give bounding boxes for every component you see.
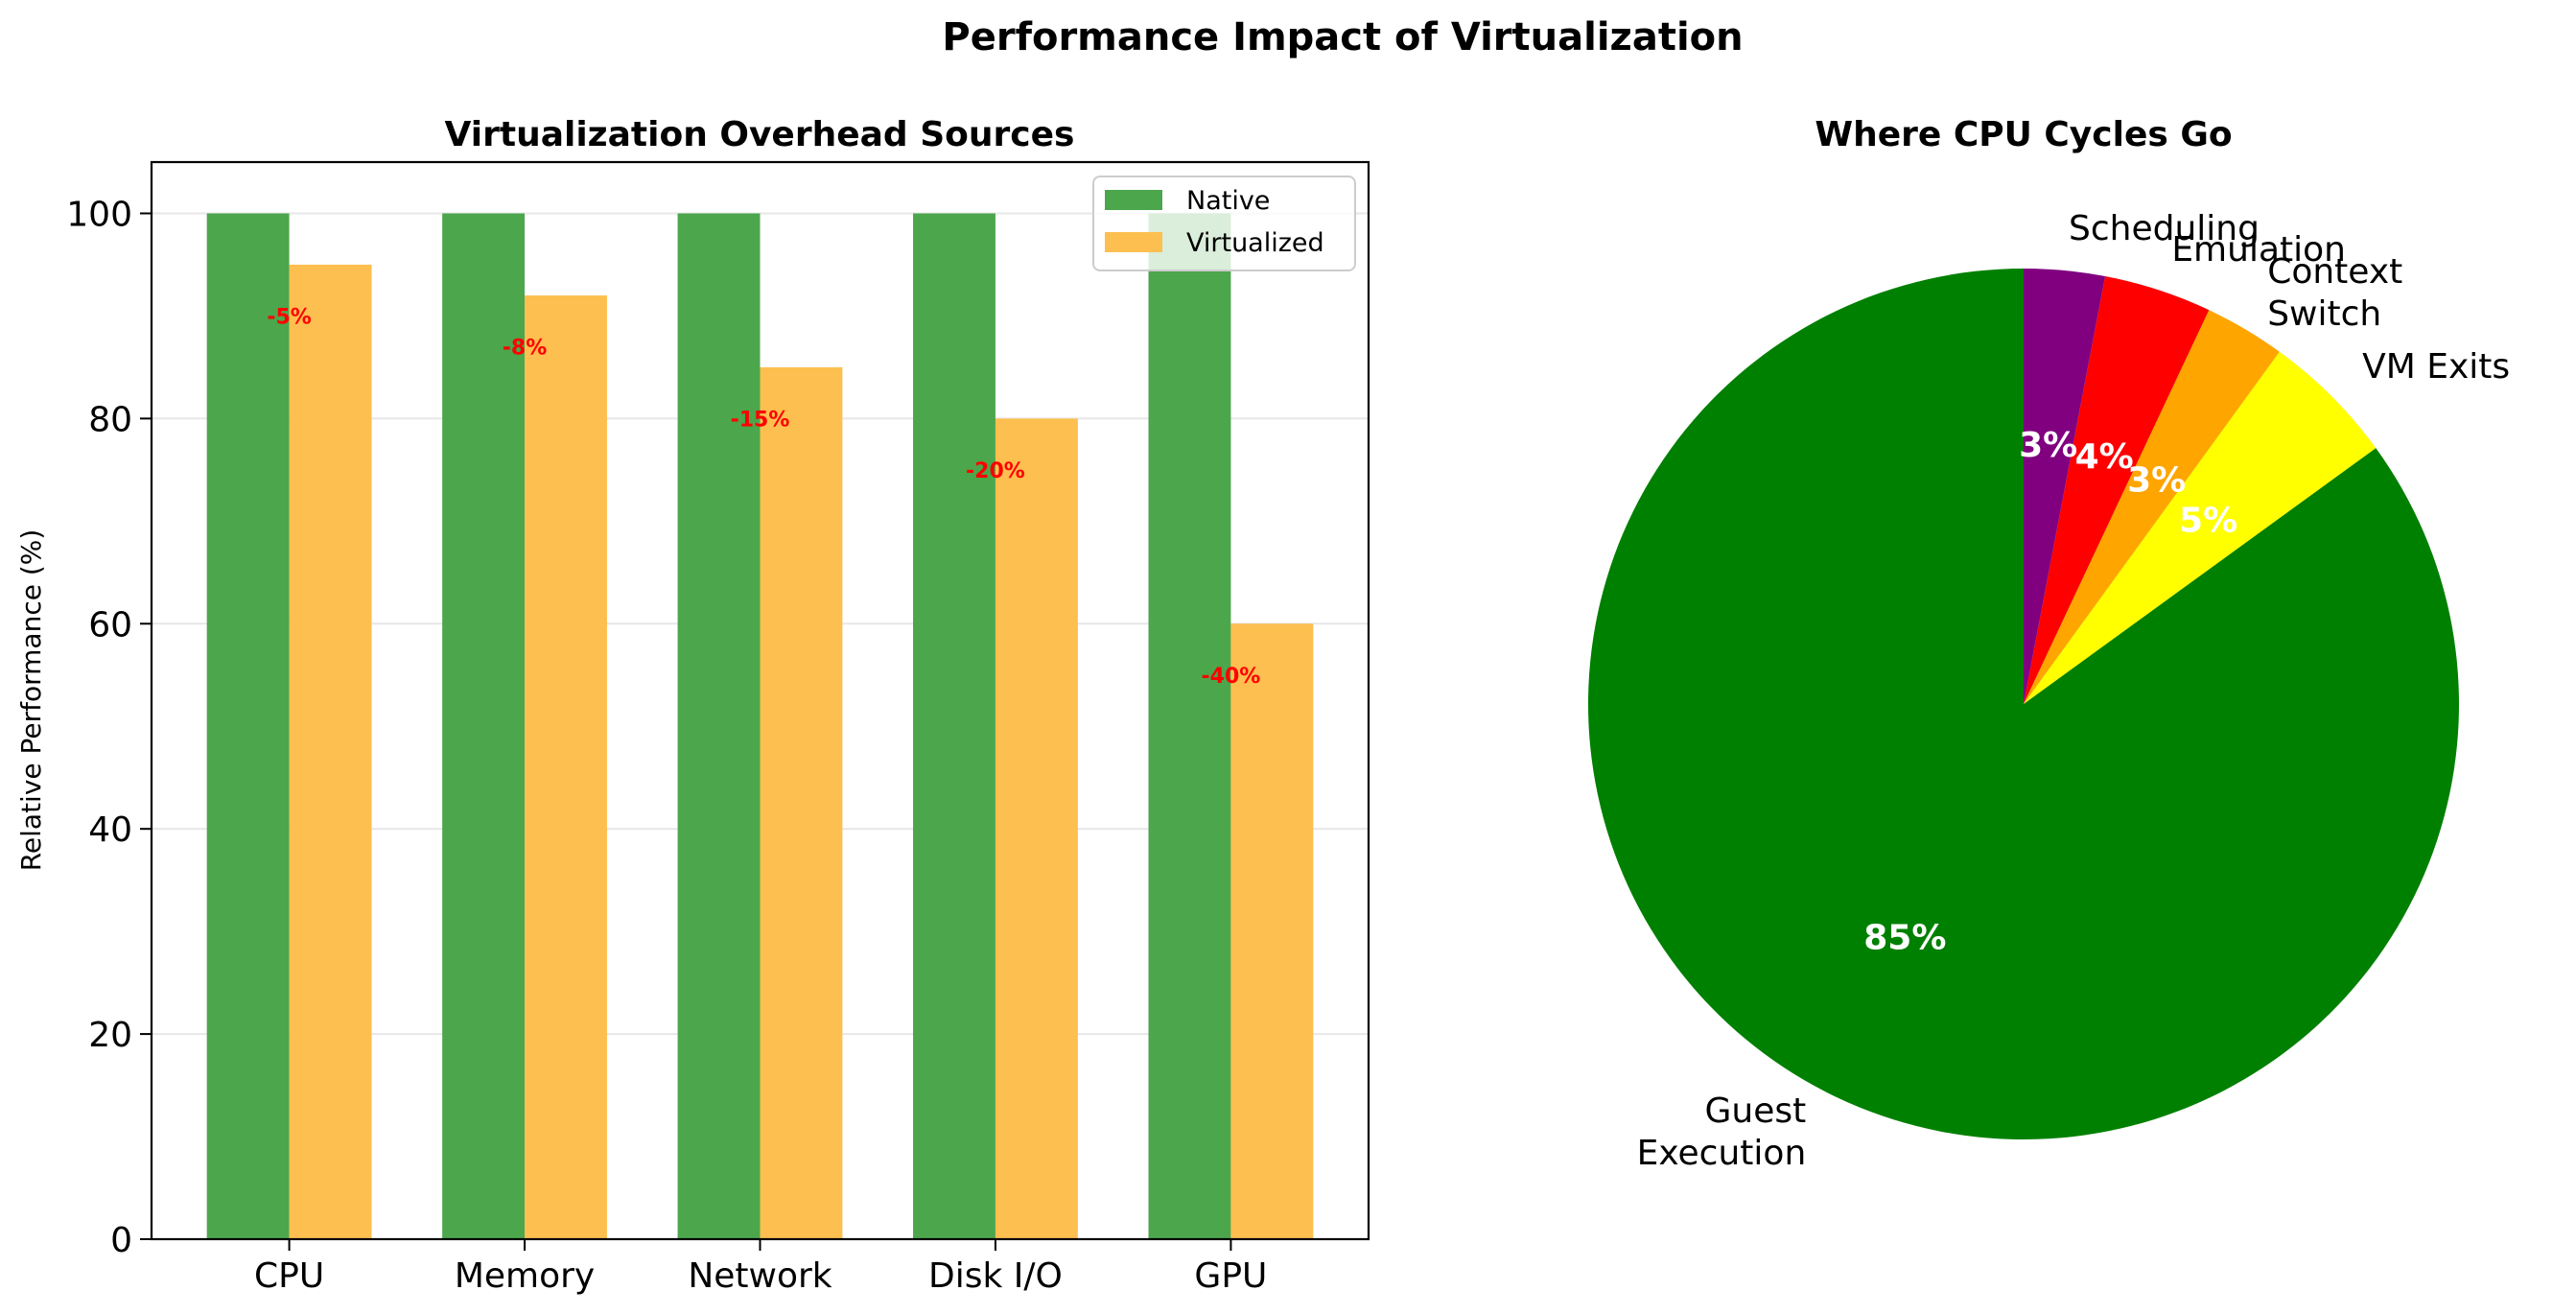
figure-title: Performance Impact of Virtualization [942, 15, 1743, 59]
bar-annotation-network: -15% [731, 408, 790, 432]
y-axis-ticks: 0 20 40 60 80 100 [66, 195, 152, 1260]
bar-native-network [677, 213, 761, 1239]
pie-slices [1587, 269, 2459, 1139]
bar-series [206, 213, 1314, 1239]
bar-virtualized-gpu [1230, 623, 1314, 1239]
bar-virtualized-memory [525, 295, 607, 1239]
bar-native-cpu [206, 213, 290, 1239]
x-tick-label-disk-i-o: Disk I/O [928, 1256, 1063, 1296]
y-tick-label: 0 [110, 1221, 132, 1260]
pie-label-vm-exits: VM Exits [2362, 347, 2510, 387]
bar-annotations: -5% -8% -15% -20% -40% [267, 305, 1260, 688]
legend-label-native: Native [1186, 186, 1270, 216]
y-tick-label: 40 [88, 810, 132, 850]
pie-label-emulation: Emulation [2171, 230, 2346, 270]
pie-slice-scheduling [2024, 269, 2106, 704]
y-tick-label: 80 [88, 400, 132, 439]
pie-percent-labels: 85%5%3%4%3% [1863, 426, 2237, 958]
x-tick-label-network: Network [688, 1256, 831, 1296]
pie-pct-emulation: 4% [2075, 437, 2134, 477]
legend-swatch-native [1105, 190, 1162, 210]
pie-slice-context-switch [2024, 310, 2280, 704]
bar-native-gpu [1148, 213, 1231, 1239]
bar-virtualized-disk-i-o [995, 418, 1078, 1239]
pie-label-scheduling: Scheduling [2069, 209, 2260, 248]
pie-pct-context-switch: 3% [2127, 461, 2186, 501]
bar-virtualized-network [760, 366, 843, 1239]
y-tick-label: 100 [66, 195, 132, 234]
pie-slice-vm-exits [2024, 351, 2377, 704]
legend: Native Virtualized [1092, 176, 1356, 271]
x-tick-label-gpu: GPU [1194, 1256, 1267, 1296]
x-tick-label-memory: Memory [455, 1256, 595, 1296]
x-tick-label-cpu: CPU [254, 1256, 324, 1296]
pie-pct-guest-execution: 85% [1863, 919, 1946, 958]
pie-pct-scheduling: 3% [2019, 426, 2077, 465]
bar-virtualized-cpu [289, 264, 372, 1239]
bar-native-disk-i-o [913, 213, 995, 1239]
x-axis-ticks: CPU Memory Network Disk I/O GPU [254, 1239, 1267, 1296]
pie-pct-vm-exits: 5% [2179, 501, 2237, 540]
pie-chart: Where CPU Cycles Go 85%5%3%4%3% Guest Exe… [1587, 115, 2511, 1173]
y-axis-label: Relative Performance (%) [15, 529, 47, 872]
bar-annotation-gpu: -40% [1202, 665, 1261, 689]
bar-annotation-memory: -8% [503, 337, 547, 361]
bar-chart: Virtualization Overhead Sources -5% -8% -1… [15, 115, 1370, 1296]
y-tick-label: 60 [88, 605, 132, 645]
pie-chart-title: Where CPU Cycles Go [1815, 115, 2232, 154]
legend-swatch-virtualized [1105, 232, 1162, 252]
pie-label-context-switch: Context Switch [2267, 252, 2402, 334]
legend-label-virtualized: Virtualized [1186, 228, 1324, 258]
pie-label-guest-execution: Guest Execution [1637, 1091, 1807, 1173]
pie-category-labels: Guest Execution VM Exits Context SwitchEmula… [1637, 209, 2511, 1173]
bar-native-memory [442, 213, 526, 1239]
bar-axes-frame [150, 160, 1370, 1241]
bar-chart-title: Virtualization Overhead Sources [445, 115, 1075, 154]
bar-annotation-disk-i-o: -20% [966, 459, 1025, 483]
y-tick-label: 20 [88, 1016, 132, 1055]
pie-slice-emulation [2024, 276, 2210, 704]
bar-annotation-cpu: -5% [267, 305, 311, 329]
